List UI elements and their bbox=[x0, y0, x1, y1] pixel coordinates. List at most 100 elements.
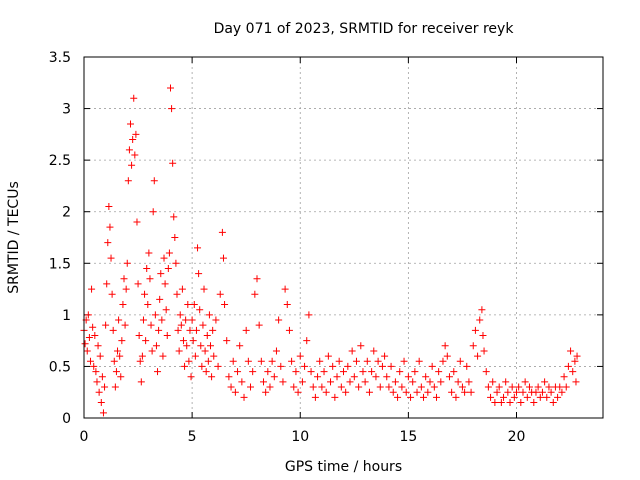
data-point bbox=[90, 362, 98, 370]
data-point bbox=[86, 357, 94, 365]
data-point bbox=[357, 342, 365, 350]
data-point bbox=[130, 94, 138, 102]
data-point bbox=[109, 326, 117, 334]
data-point bbox=[148, 347, 156, 355]
data-point bbox=[435, 368, 443, 376]
data-point bbox=[285, 326, 293, 334]
data-point bbox=[497, 399, 505, 407]
data-point bbox=[445, 373, 453, 381]
data-point bbox=[441, 342, 449, 350]
data-point bbox=[404, 373, 412, 381]
data-point bbox=[95, 388, 103, 396]
data-point bbox=[118, 337, 126, 345]
data-point bbox=[292, 368, 300, 376]
data-point bbox=[191, 352, 199, 360]
data-point bbox=[126, 120, 134, 128]
data-point bbox=[262, 388, 270, 396]
data-point bbox=[116, 352, 124, 360]
data-point bbox=[536, 393, 544, 401]
data-point bbox=[129, 136, 137, 144]
data-point bbox=[538, 388, 546, 396]
data-point bbox=[337, 383, 345, 391]
data-point bbox=[199, 321, 207, 329]
data-point bbox=[556, 383, 564, 391]
data-point bbox=[471, 326, 479, 334]
data-points bbox=[80, 84, 581, 417]
data-point bbox=[474, 352, 482, 360]
data-point bbox=[214, 362, 222, 370]
data-point bbox=[467, 388, 475, 396]
x-tick-label: 15 bbox=[399, 429, 417, 445]
data-point bbox=[521, 378, 529, 386]
x-tick-label: 10 bbox=[291, 429, 309, 445]
data-point bbox=[344, 362, 352, 370]
y-tick-label: 1.5 bbox=[49, 256, 71, 272]
data-point bbox=[365, 388, 373, 396]
data-point bbox=[101, 383, 109, 391]
data-point bbox=[318, 383, 326, 391]
data-point bbox=[170, 213, 178, 221]
data-point bbox=[294, 388, 302, 396]
data-point bbox=[482, 368, 490, 376]
data-point bbox=[163, 331, 171, 339]
data-point bbox=[368, 368, 376, 376]
data-point bbox=[229, 357, 237, 365]
data-point bbox=[138, 352, 146, 360]
data-point bbox=[547, 388, 555, 396]
data-point bbox=[564, 362, 572, 370]
data-point bbox=[88, 285, 96, 293]
data-point bbox=[157, 270, 165, 278]
data-point bbox=[236, 342, 244, 350]
data-point bbox=[244, 357, 252, 365]
data-point bbox=[172, 259, 180, 267]
data-point bbox=[409, 378, 417, 386]
data-point bbox=[504, 388, 512, 396]
data-point bbox=[122, 285, 130, 293]
data-point bbox=[469, 342, 477, 350]
data-point bbox=[240, 393, 248, 401]
data-point bbox=[94, 342, 102, 350]
y-tick-label: 3 bbox=[62, 102, 71, 118]
data-point bbox=[119, 301, 127, 309]
data-point bbox=[554, 393, 562, 401]
data-point bbox=[519, 388, 527, 396]
data-point bbox=[296, 352, 304, 360]
data-point bbox=[500, 393, 508, 401]
data-point bbox=[218, 228, 226, 236]
grid bbox=[84, 57, 603, 418]
data-point bbox=[303, 337, 311, 345]
data-point bbox=[428, 362, 436, 370]
data-point bbox=[93, 378, 101, 386]
data-point bbox=[187, 373, 195, 381]
data-point bbox=[107, 254, 115, 262]
data-point bbox=[573, 352, 581, 360]
data-point bbox=[162, 306, 170, 314]
data-point bbox=[268, 357, 276, 365]
data-point bbox=[97, 399, 105, 407]
data-point bbox=[530, 399, 538, 407]
data-point bbox=[288, 357, 296, 365]
y-tick-label: 2.5 bbox=[49, 153, 71, 169]
data-point bbox=[216, 290, 224, 298]
data-point bbox=[376, 383, 384, 391]
data-point bbox=[277, 362, 285, 370]
data-point bbox=[391, 378, 399, 386]
data-point bbox=[189, 337, 197, 345]
data-point bbox=[359, 368, 367, 376]
data-point bbox=[480, 347, 488, 355]
data-point bbox=[131, 151, 139, 159]
data-point bbox=[458, 383, 466, 391]
data-point bbox=[115, 316, 123, 324]
data-point bbox=[121, 321, 129, 329]
data-point bbox=[493, 388, 501, 396]
data-point bbox=[513, 388, 520, 396]
data-point bbox=[209, 326, 217, 334]
data-point bbox=[383, 373, 391, 381]
data-point bbox=[489, 378, 497, 386]
data-point bbox=[160, 254, 168, 262]
data-point bbox=[560, 373, 568, 381]
data-point bbox=[145, 249, 153, 257]
data-point bbox=[182, 316, 190, 324]
data-point bbox=[430, 383, 438, 391]
